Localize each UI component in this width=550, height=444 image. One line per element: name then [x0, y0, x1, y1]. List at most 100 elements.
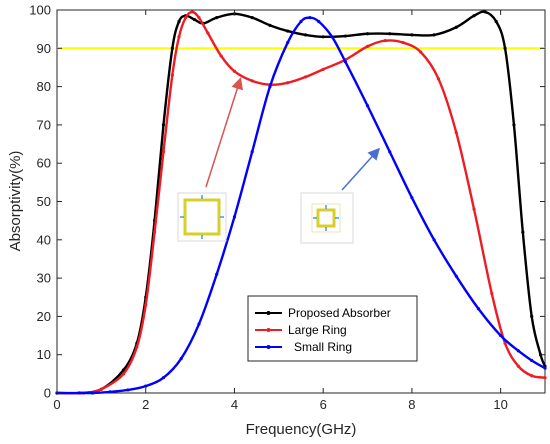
data-point-large-ring	[321, 67, 325, 71]
y-tick-label: 70	[37, 117, 51, 132]
data-point-small-ring	[454, 274, 458, 278]
data-point-proposed-absorber	[483, 10, 487, 14]
data-point-large-ring	[121, 372, 126, 376]
y-tick-label: 10	[37, 347, 51, 362]
data-point-large-ring	[401, 40, 405, 45]
data-point-proposed-absorber	[192, 17, 197, 22]
data-point-large-ring	[177, 35, 181, 39]
x-tick-label: 6	[320, 397, 327, 412]
data-point-small-ring	[530, 358, 534, 363]
data-point-small-ring	[197, 322, 201, 326]
data-point-proposed-absorber	[161, 123, 166, 127]
data-point-proposed-absorber	[512, 123, 516, 127]
data-point-small-ring	[215, 272, 219, 276]
data-point-small-ring	[388, 150, 392, 154]
data-point-large-ring	[530, 374, 534, 378]
x-axis-label: Frequency(GHz)	[246, 421, 357, 438]
data-point-small-ring	[365, 104, 370, 108]
data-point-small-ring	[179, 356, 183, 361]
data-point-proposed-absorber	[410, 33, 414, 37]
small-ring-shape	[316, 208, 336, 228]
data-point-large-ring	[153, 230, 157, 234]
y-tick-label: 40	[37, 232, 51, 247]
data-point-proposed-absorber	[250, 16, 254, 20]
data-point-large-ring	[454, 130, 458, 135]
data-point-proposed-absorber	[286, 29, 290, 33]
data-point-small-ring	[308, 16, 312, 20]
data-point-small-ring	[516, 349, 520, 353]
small-ring-outer-shape	[311, 203, 341, 233]
legend-marker-proposed-absorber	[266, 311, 271, 315]
data-point-large-ring	[383, 39, 387, 43]
data-point-large-ring	[206, 31, 210, 35]
data-point-large-ring	[219, 54, 223, 58]
data-point-small-ring	[232, 215, 237, 219]
large-ring-shape	[183, 198, 221, 236]
data-point-proposed-absorber	[503, 46, 507, 50]
legend: Proposed Absorber Large Ring Small Ring	[247, 295, 418, 362]
y-tick-label: 30	[37, 271, 51, 286]
data-point-large-ring	[184, 16, 188, 20]
data-point-large-ring	[286, 81, 290, 85]
data-point-large-ring	[170, 73, 174, 77]
legend-label-large-ring: Large Ring	[288, 323, 347, 337]
data-point-large-ring	[419, 50, 423, 54]
data-point-small-ring	[126, 388, 130, 392]
data-point-small-ring	[250, 150, 254, 154]
y-axis-label: Absorptivity(%)	[7, 151, 24, 252]
legend-label-proposed-absorber: Proposed Absorber	[288, 306, 391, 320]
data-point-large-ring	[190, 10, 194, 14]
data-point-small-ring	[476, 307, 481, 311]
data-point-large-ring	[543, 376, 547, 380]
data-point-proposed-absorber	[530, 314, 534, 318]
data-point-proposed-absorber	[268, 23, 272, 27]
x-tick-label: 0	[53, 397, 60, 412]
data-point-large-ring	[161, 150, 166, 154]
data-point-proposed-absorber	[303, 33, 308, 37]
x-tick-label: 2	[142, 397, 149, 412]
data-point-small-ring	[343, 60, 347, 64]
data-point-proposed-absorber	[365, 32, 370, 36]
data-point-proposed-absorber	[454, 25, 458, 29]
data-point-proposed-absorber	[388, 32, 392, 36]
legend-box	[247, 295, 418, 362]
y-tick-label: 80	[37, 79, 51, 94]
data-point-proposed-absorber	[343, 34, 347, 38]
data-point-large-ring	[197, 16, 201, 20]
data-point-large-ring	[144, 303, 148, 307]
y-tick-label: 20	[37, 309, 51, 324]
data-point-small-ring	[330, 35, 334, 39]
data-point-small-ring	[317, 19, 321, 24]
y-tick-label: 100	[29, 3, 51, 18]
data-point-small-ring	[144, 384, 148, 388]
data-point-small-ring	[432, 238, 436, 242]
y-tick-label: 0	[44, 386, 51, 401]
legend-marker-small-ring	[266, 345, 271, 349]
data-point-proposed-absorber	[170, 46, 174, 50]
small-ring-inset-frame	[300, 192, 354, 244]
data-point-proposed-absorber	[321, 35, 325, 39]
data-point-large-ring	[250, 79, 254, 83]
series-line-large-ring	[56, 10, 546, 395]
data-point-large-ring	[516, 364, 520, 368]
data-point-large-ring	[472, 207, 476, 211]
x-tick-label: 4	[231, 397, 238, 412]
data-point-small-ring	[286, 40, 290, 45]
data-point-small-ring	[268, 85, 272, 89]
data-point-small-ring	[410, 196, 414, 200]
x-tick-label: 10	[493, 397, 507, 412]
data-point-large-ring	[436, 77, 441, 81]
y-tick-label: 50	[37, 194, 51, 209]
data-point-large-ring	[232, 69, 237, 73]
data-point-proposed-absorber	[472, 14, 476, 18]
series-line-small-ring	[56, 16, 546, 395]
data-point-large-ring	[490, 291, 494, 296]
legend-marker-large-ring	[266, 328, 271, 332]
data-point-small-ring	[108, 390, 112, 394]
data-point-proposed-absorber	[432, 33, 436, 37]
data-point-large-ring	[99, 387, 103, 391]
data-point-proposed-absorber	[177, 19, 181, 24]
data-point-small-ring	[499, 333, 503, 338]
x-tick-label: 8	[408, 397, 415, 412]
